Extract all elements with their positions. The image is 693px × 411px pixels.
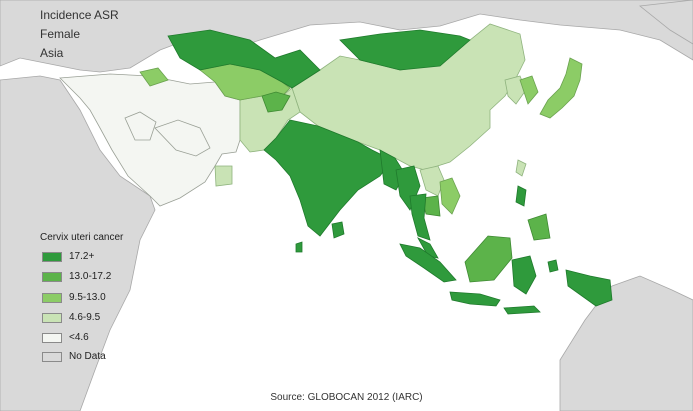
sulawesi [511,255,537,295]
oman [214,165,233,187]
legend-label: 17.2+ [69,251,95,262]
legend-swatch [42,351,62,362]
region-low [59,73,241,207]
maldives [295,241,303,253]
region-13-17-2 [261,91,551,283]
nusa-tenggara [503,305,541,315]
java [449,291,501,307]
northern-landmass [0,0,693,73]
arabian-interior [154,119,211,157]
region-4-6-9-5 [214,23,527,197]
legend-label: No Data [69,351,106,362]
legend-label: <4.6 [69,332,89,343]
laos [419,165,445,197]
tajikistan-kyrgyzstan [261,91,291,113]
legend-item: No Data [42,351,106,362]
map-subtitle-region: Asia [40,46,64,60]
legend-swatch [42,312,62,323]
borneo [464,235,513,283]
legend-item: 13.0-17.2 [42,271,111,282]
india [263,119,393,237]
far-east-land [638,0,693,45]
legend-swatch [42,332,62,343]
legend-item: 4.6-9.5 [42,312,100,323]
region-9-5-13 [139,57,583,215]
legend-label: 13.0-17.2 [69,271,112,282]
mongolia [339,29,471,71]
australia [559,275,693,411]
maluku [547,259,559,273]
sumatra [399,243,457,283]
legend-swatch [42,271,62,282]
legend-title: Cervix uteri cancer [40,232,124,243]
map-title: Incidence ASR [40,8,119,22]
malay-peninsula [417,237,439,259]
thailand [409,193,431,241]
legend-label: 4.6-9.5 [69,312,101,323]
papua [565,269,613,307]
legend-item: <4.6 [42,332,89,343]
legend-label: 9.5-13.0 [69,292,106,303]
sri-lanka [331,221,345,239]
vietnam [439,177,461,215]
caucasus [139,67,169,87]
luzon [515,185,527,207]
legend-swatch [42,251,62,262]
korea-south [519,75,539,105]
gulf-state [124,111,157,141]
japan [539,57,583,119]
source-note: Source: GLOBOCAN 2012 (IARC) [270,392,423,403]
taiwan [515,159,527,177]
legend-item: 9.5-13.0 [42,292,106,303]
legend-item: 17.2+ [42,251,94,262]
africa [0,75,156,411]
kazakhstan [167,29,321,89]
mindanao [527,213,551,241]
legend-swatch [42,292,62,303]
map-subtitle-sex: Female [40,27,81,41]
region-17-2-plus [167,29,613,315]
